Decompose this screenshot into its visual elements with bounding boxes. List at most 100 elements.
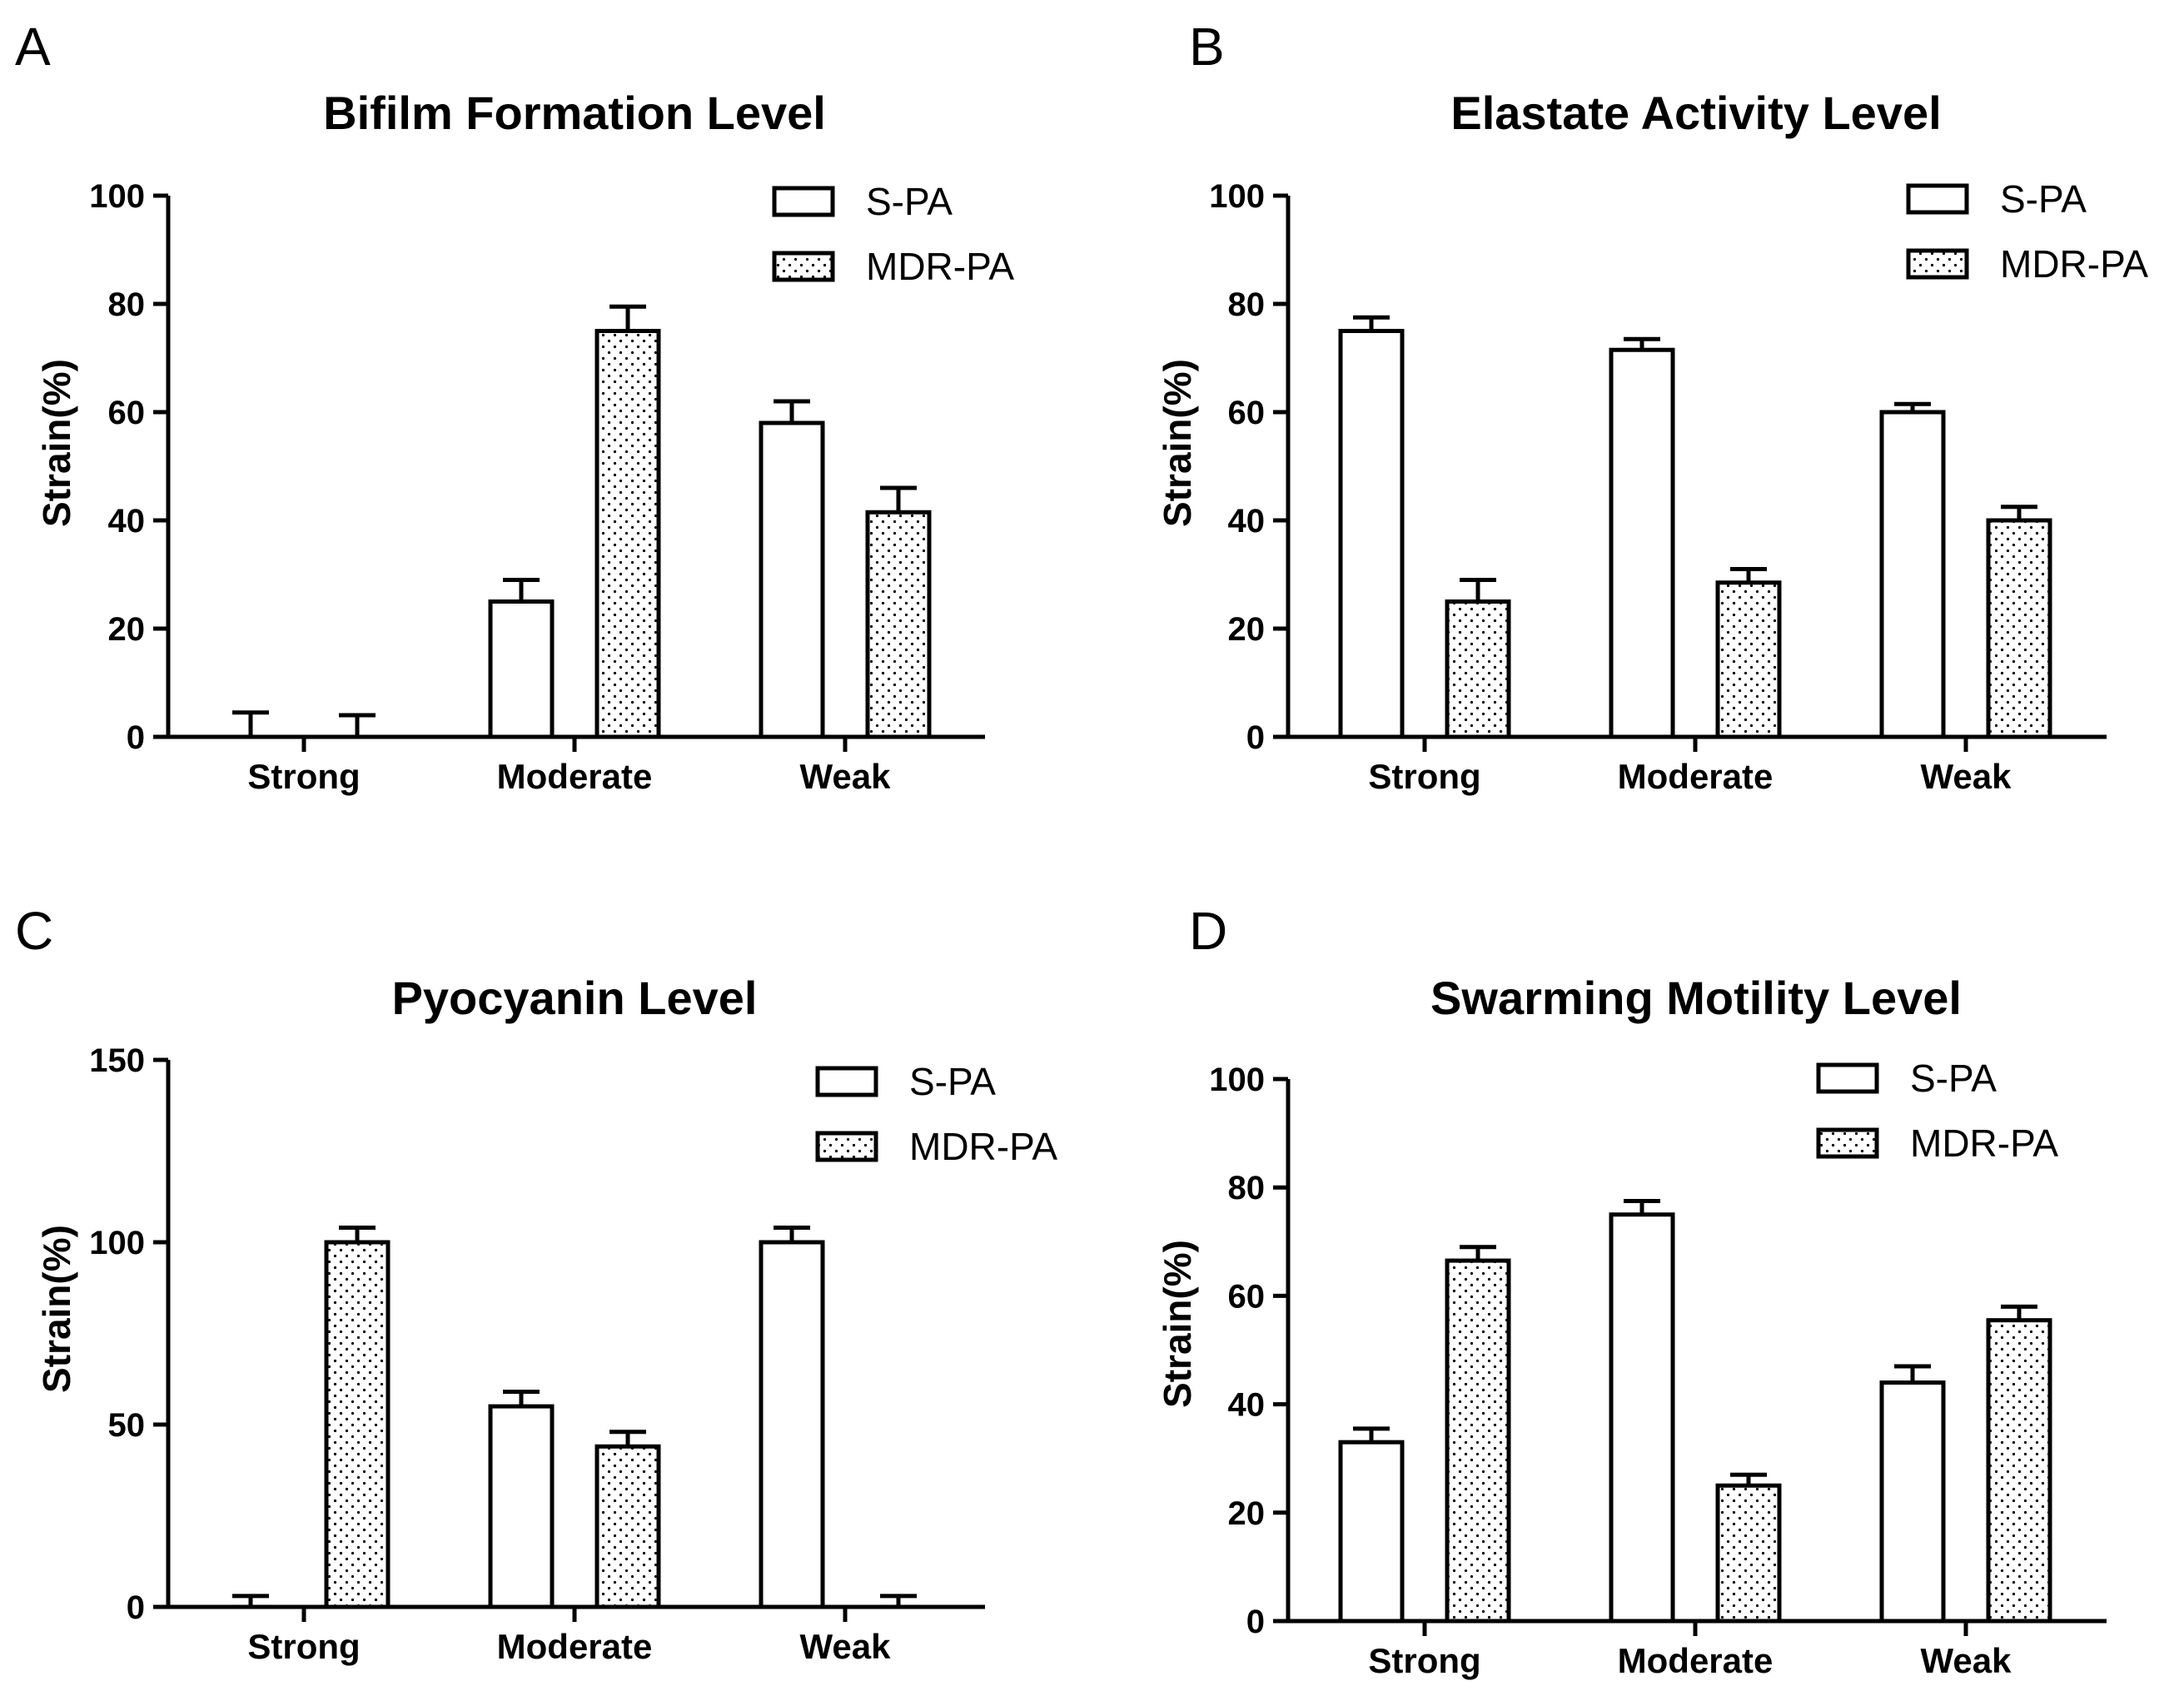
error-bars-b (1353, 315, 2037, 602)
chart-title-d: Swarming Motility Level (1430, 972, 1962, 1024)
bar-mdr-pa-moderate (595, 1444, 661, 1609)
panel-label-c: C (15, 901, 53, 961)
bar-s-pa-weak (759, 420, 825, 739)
error-bar (2001, 1304, 2037, 1320)
bar-s-pa-strong (1338, 1440, 1405, 1624)
y-tick-label: 80 (1228, 1170, 1266, 1206)
legend-swatch-s-pa (772, 186, 835, 217)
error-bar (609, 304, 646, 331)
legend-label-mdr-pa: MDR-PA (866, 245, 1014, 288)
y-ticks-b: 0 20 40 60 80 100 (1209, 178, 1288, 756)
y-tick-label: 50 (108, 1407, 146, 1444)
chart-title-b: Elastate Activity Level (1450, 87, 1941, 139)
y-tick-label: 20 (108, 611, 146, 648)
error-bar (1353, 315, 1390, 331)
y-tick-label: 40 (108, 503, 146, 540)
legend-swatch-s-pa (815, 1066, 878, 1097)
bar-s-pa-moderate (1609, 347, 1675, 739)
bar-s-pa-weak (1879, 410, 1946, 739)
bar-s-pa-moderate (488, 1404, 555, 1609)
chart-panel-d: D Swarming Motility Level Strain(%) 0 20 4… (1156, 901, 2107, 1680)
error-bar (2001, 505, 2037, 520)
x-categories-b: Strong Moderate Weak (1368, 737, 2012, 796)
chart-panel-b: B Elastate Activity Level Strain(%) 0 20 4… (1156, 17, 2148, 796)
y-tick-label: 100 (89, 178, 145, 215)
category-label: Strong (1368, 1641, 1480, 1680)
legend-d: S-PA MDR-PA (1816, 1057, 2058, 1165)
category-label: Weak (1921, 1641, 2012, 1680)
panel-label-b: B (1189, 17, 1225, 77)
legend-b: S-PA MDR-PA (1906, 177, 2148, 286)
error-bars-d (1353, 1198, 2037, 1486)
bars-c (324, 1240, 825, 1609)
bar-mdr-pa-moderate (595, 329, 661, 739)
y-tick-label: 150 (89, 1042, 145, 1079)
legend-swatch-mdr-pa (1906, 248, 1969, 280)
bar-s-pa-strong (1338, 329, 1405, 739)
error-bar (503, 578, 540, 602)
error-bar (774, 1225, 810, 1242)
x-categories-d: Strong Moderate Weak (1368, 1621, 2012, 1680)
y-tick-label: 0 (127, 1589, 145, 1626)
y-tick-label: 40 (1228, 1387, 1266, 1424)
bars-b (1338, 329, 2052, 739)
error-bar (339, 1225, 376, 1242)
error-bar (1460, 1245, 1496, 1261)
error-bar (1460, 578, 1496, 602)
category-label: Weak (800, 1627, 892, 1666)
legend-label-mdr-pa: MDR-PA (2000, 242, 2148, 286)
legend-label-mdr-pa: MDR-PA (1910, 1122, 2058, 1165)
category-label: Strong (247, 757, 360, 796)
chart-title-c: Pyocyanin Level (392, 972, 758, 1024)
error-bar (880, 485, 917, 513)
legend-label-mdr-pa: MDR-PA (909, 1125, 1057, 1168)
y-ticks-c: 0 50 100 150 (89, 1042, 168, 1626)
y-axis-label-b: Strain(%) (1156, 359, 1199, 527)
error-bar (1894, 1364, 1931, 1383)
error-bar (232, 710, 269, 737)
legend-c: S-PA MDR-PA (815, 1060, 1057, 1168)
error-bar (1353, 1426, 1390, 1443)
bar-mdr-pa-moderate (1715, 1483, 1782, 1624)
panel-label-d: D (1189, 901, 1227, 961)
bar-mdr-pa-weak (1986, 518, 2052, 739)
legend-label-s-pa: S-PA (866, 180, 953, 223)
chart-panel-c: C Pyocyanin Level Strain(%) 0 50 100 150 St… (15, 901, 1057, 1666)
chart-title-a: Bifilm Formation Level (323, 87, 826, 139)
y-tick-label: 20 (1228, 611, 1266, 648)
bar-mdr-pa-strong (1445, 599, 1511, 739)
legend-swatch-s-pa (1816, 1062, 1879, 1094)
error-bar (609, 1430, 646, 1447)
y-tick-label: 40 (1228, 503, 1266, 540)
legend-swatch-s-pa (1906, 183, 1969, 215)
y-tick-label: 60 (1228, 395, 1266, 431)
bar-mdr-pa-weak (865, 510, 932, 739)
bar-mdr-pa-moderate (1715, 580, 1782, 739)
error-bar (774, 399, 810, 423)
bar-s-pa-weak (1879, 1380, 1946, 1624)
bars-d (1338, 1212, 2052, 1624)
category-label: Strong (1368, 757, 1480, 796)
y-tick-label: 80 (1228, 286, 1266, 323)
y-axis-label-a: Strain(%) (35, 359, 78, 527)
legend-a: S-PA MDR-PA (772, 180, 1014, 288)
y-axis-label-d: Strain(%) (1156, 1240, 1199, 1408)
x-categories-a: Strong Moderate Weak (247, 737, 891, 796)
bar-mdr-pa-strong (324, 1240, 391, 1609)
bar-s-pa-moderate (488, 599, 555, 739)
error-bars-a (232, 304, 917, 737)
panel-label-a: A (15, 17, 51, 77)
bar-s-pa-weak (759, 1240, 825, 1609)
y-tick-label: 0 (1246, 719, 1265, 756)
legend-label-s-pa: S-PA (1910, 1057, 1997, 1100)
legend-swatch-mdr-pa (1816, 1127, 1879, 1159)
category-label: Moderate (497, 1627, 653, 1666)
legend-swatch-mdr-pa (815, 1131, 878, 1162)
legend-swatch-mdr-pa (772, 251, 835, 282)
y-tick-label: 0 (127, 719, 145, 756)
category-label: Strong (247, 1627, 360, 1666)
y-tick-label: 60 (1228, 1278, 1266, 1315)
error-bar (1624, 336, 1660, 351)
y-tick-label: 100 (89, 1225, 145, 1261)
bars-a (488, 329, 932, 739)
